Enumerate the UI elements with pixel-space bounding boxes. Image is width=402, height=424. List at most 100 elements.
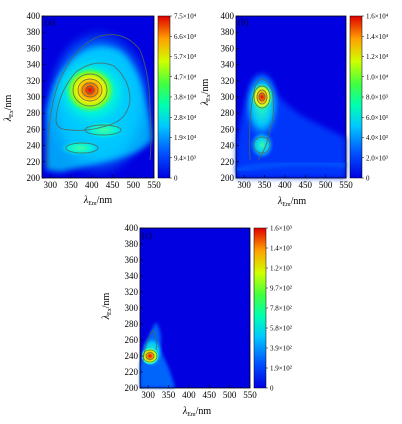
panel-a-x-tick-label: 500	[127, 180, 141, 190]
panel-b: (b) 200 220 240 260 280 300 320 340 360 380 400 30…	[200, 11, 389, 208]
panel-c-colorbar-tick-label: 1.2×10³	[270, 265, 292, 273]
panel-a-contours	[47, 34, 152, 169]
panel-b-x-tick-label: 450	[299, 180, 313, 190]
panel-b-y-tick-label: 400	[221, 11, 235, 21]
panel-a-x-tick-label: 450	[106, 180, 120, 190]
panel-a: (a) 200 220 240 260 280 300 320 340 360 380 400 30…	[3, 11, 197, 207]
panel-c-x-tick-label: 500	[223, 390, 237, 400]
panel-a-colorbar-tick-label: 3.8×10⁴	[174, 94, 197, 102]
panel-b-y-tick-label: 280	[221, 108, 235, 118]
panel-b-x-ticks: 300 350 400 450 500 550	[237, 175, 353, 190]
panel-c-y-tick-label: 300	[125, 303, 139, 313]
panel-b-y-tick-label: 320	[221, 76, 235, 86]
panel-a-y-tick-label: 400	[27, 11, 41, 21]
panel-b-colorbar-tick-label: 0	[366, 175, 370, 183]
panel-a-y-tick-label: 220	[27, 157, 41, 167]
panel-a-colorbar-tick-label: 1.9×10⁴	[174, 134, 197, 142]
panel-a-x-tick-label: 300	[44, 180, 58, 190]
panel-a-colorbar-tick-label: 6.6×10⁴	[174, 33, 197, 41]
panel-a-y-tick-label: 360	[27, 43, 41, 53]
panel-c-x-ticks: 300 350 400 450 500 550	[141, 385, 257, 400]
panel-c-colorbar-tick-label: 1.9×10²	[270, 365, 292, 373]
panel-b-x-tick-label: 550	[339, 180, 353, 190]
panel-c-colorbar-tick-label: 7.8×10²	[270, 305, 292, 313]
panel-a-colorbar-tick-label: 4.7×10⁴	[174, 73, 197, 81]
panel-c-y-ticks: 200 220 240 260 280 300 320 340 360 380 400	[125, 223, 143, 393]
panel-b-x-tick-label: 300	[237, 180, 251, 190]
panel-c-y-tick-label: 260	[125, 335, 139, 345]
panel-c-colorbar-tick-label: 1.6×10³	[270, 225, 292, 233]
panel-a-colorbar-tick-label: 2.8×10⁴	[174, 114, 197, 122]
panel-c-y-axis-label: λEx/nm	[101, 292, 113, 320]
panel-c-colorbar	[253, 227, 267, 389]
panel-b-colorbar-ticks: 0 2.0×10³ 4.0×10³ 6.0×10³ 8.0×10³ 1.0×10⁴ 1.2×…	[362, 13, 389, 183]
panel-b-x-axis-label: λEm/nm	[277, 196, 306, 208]
panel-b-colorbar-tick-label: 1.2×10⁴	[366, 53, 389, 61]
panel-a-y-tick-label: 380	[27, 27, 41, 37]
panel-b-y-axis-label: λEx/nm	[200, 78, 212, 106]
panel-b-colorbar-tick-label: 8.0×10³	[366, 94, 388, 102]
panel-c-y-tick-label: 220	[125, 367, 139, 377]
panel-c-y-tick-label: 240	[125, 351, 139, 361]
panel-c-x-tick-label: 450	[203, 390, 217, 400]
panel-a-y-tick-label: 320	[27, 76, 41, 86]
panel-b-x-tick-label: 500	[319, 180, 333, 190]
panel-b-colorbar-tick-label: 2.0×10³	[366, 154, 388, 162]
panel-c-colorbar-tick-label: 3.9×10²	[270, 345, 292, 353]
panel-a-x-tick-label: 350	[64, 180, 78, 190]
panel-c-x-axis-label: λEm/nm	[182, 406, 211, 418]
panel-b-colorbar-tick-label: 1.0×10⁴	[366, 73, 389, 81]
panel-b-contours	[249, 78, 275, 161]
panel-b-colorbar-tick-label: 1.6×10⁴	[366, 13, 389, 21]
panel-a-y-tick-label: 260	[27, 124, 41, 134]
panel-c-x-tick-label: 400	[182, 390, 196, 400]
panel-b-y-tick-label: 240	[221, 141, 235, 151]
panel-c-y-tick-label: 280	[125, 319, 139, 329]
panel-a-y-tick-label: 240	[27, 141, 41, 151]
panel-b-y-tick-label: 260	[221, 124, 235, 134]
panel-b-y-tick-label: 380	[221, 27, 235, 37]
panel-a-y-ticks: 200 220 240 260 280 300 320 340 360 380 400	[27, 11, 45, 183]
panel-b-colorbar	[349, 15, 363, 179]
panel-b-colorbar-tick-label: 6.0×10³	[366, 114, 388, 122]
panel-b-y-ticks: 200 220 240 260 280 300 320 340 360 380 400	[221, 11, 239, 183]
panel-a-colorbar-tick-label: 5.7×10⁴	[174, 53, 197, 61]
panel-c-colorbar-tick-label: 9.7×10²	[270, 285, 292, 293]
panel-a-colorbar-tick-label: 0	[174, 175, 178, 183]
panel-a-x-tick-label: 400	[85, 180, 99, 190]
panel-c-y-tick-label: 360	[125, 255, 139, 265]
panel-a-x-tick-label: 550	[147, 180, 161, 190]
panel-a-y-tick-label: 340	[27, 60, 41, 70]
panel-c-y-tick-label: 200	[125, 383, 139, 393]
panel-a-colorbar	[157, 15, 171, 179]
panel-c-y-tick-label: 340	[125, 271, 139, 281]
panel-c-x-tick-label: 300	[141, 390, 155, 400]
panel-b-x-tick-label: 400	[278, 180, 292, 190]
panel-a-y-axis-label: λEx/nm	[3, 94, 15, 122]
panel-c-y-tick-label: 380	[125, 239, 139, 249]
panel-a-colorbar-ticks: 0 9.4×10³ 1.9×10⁴ 2.8×10⁴ 3.8×10⁴ 4.7×10⁴ 5.7×…	[170, 13, 197, 183]
panel-a-x-axis-label: λEm/nm	[83, 195, 112, 207]
panel-c-y-tick-label: 400	[125, 223, 139, 233]
panel-a-y-tick-label: 300	[27, 92, 41, 102]
panel-b-y-tick-label: 340	[221, 60, 235, 70]
panel-b-label: (b)	[238, 17, 249, 27]
panel-b-y-tick-label: 300	[221, 92, 235, 102]
panel-c-colorbar-tick-label: 5.8×10²	[270, 325, 292, 333]
panel-b-colorbar-tick-label: 1.4×10⁴	[366, 33, 389, 41]
panel-b-y-tick-label: 220	[221, 157, 235, 167]
panel-c-colorbar-ticks: 0 1.9×10² 3.9×10² 5.8×10² 7.8×10² 9.7×10² 1.2×…	[266, 225, 292, 393]
panel-c: (c) 200 220 240 260 280 300 320 340 360 380 400 30…	[101, 223, 292, 418]
panel-a-x-ticks: 300 350 400 450 500 550	[44, 175, 161, 190]
panel-b-x-tick-label: 350	[258, 180, 272, 190]
panel-a-y-tick-label: 280	[27, 108, 41, 118]
panel-b-y-tick-label: 200	[221, 173, 235, 183]
panel-c-x-tick-label: 550	[243, 390, 257, 400]
panel-c-colorbar-tick-label: 0	[270, 385, 274, 393]
panel-a-colorbar-tick-label: 7.5×10⁴	[174, 13, 197, 21]
panel-a-label: (a)	[45, 17, 55, 27]
panel-c-y-tick-label: 320	[125, 287, 139, 297]
panel-c-colorbar-tick-label: 1.4×10³	[270, 245, 292, 253]
panel-c-x-tick-label: 350	[162, 390, 176, 400]
